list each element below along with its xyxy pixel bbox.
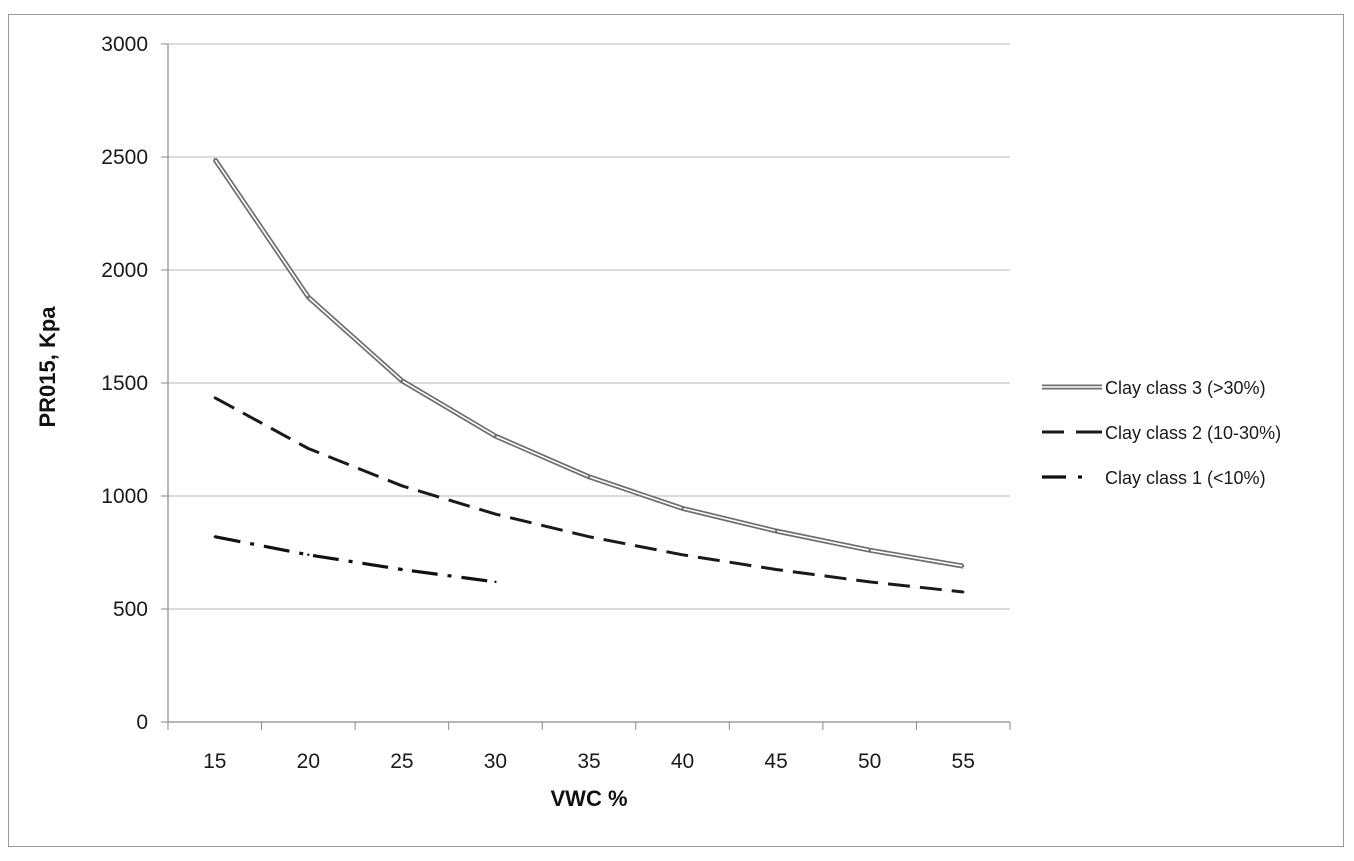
- data-point: [587, 475, 591, 478]
- data-point: [587, 535, 591, 538]
- x-tick-label: 25: [390, 750, 413, 773]
- series-line-clay-class-1: [214, 535, 496, 584]
- series-line-clay-class-3: [212, 157, 964, 569]
- x-axis-title: VWC %: [551, 786, 628, 811]
- data-point: [400, 568, 404, 571]
- data-point: [868, 549, 871, 552]
- series-line-clay-class-3-inner: [214, 158, 964, 567]
- y-tick-label: 2000: [101, 259, 148, 282]
- series-line-clay-class-2: [214, 396, 964, 594]
- data-point: [681, 553, 684, 556]
- legend-label: Clay class 1 (<10%): [1105, 468, 1266, 488]
- data-point: [774, 529, 778, 533]
- gridlines: [168, 43, 1010, 610]
- data-point: [213, 396, 216, 399]
- data-point: [400, 379, 404, 382]
- x-tick-label: 45: [764, 750, 787, 773]
- data-point: [494, 580, 497, 584]
- y-tick-label: 1000: [101, 485, 148, 508]
- x-tick-label: 35: [577, 750, 600, 773]
- y-tick-label: 0: [136, 711, 148, 734]
- data-point: [494, 512, 497, 516]
- data-point: [307, 447, 310, 450]
- data-point: [774, 568, 778, 571]
- data-point: [307, 553, 310, 556]
- data-point: [494, 434, 497, 438]
- data-point: [213, 158, 216, 161]
- series-lines: [212, 157, 965, 594]
- y-axis-title: PR015, Kpa: [35, 306, 60, 428]
- x-tick-label: 40: [671, 750, 694, 773]
- y-tick-label: 1500: [101, 372, 148, 395]
- y-tick-label: 2500: [101, 146, 148, 169]
- x-tick-label: 20: [297, 750, 320, 773]
- chart-frame: 0 500 1000 1500 2000 2500 3000 15 20 25 30 35 40 45 50…: [8, 14, 1344, 847]
- x-tick-label: 30: [484, 750, 507, 773]
- data-point: [213, 535, 216, 538]
- data-point: [962, 590, 965, 594]
- legend-label: Clay class 3 (>30%): [1105, 378, 1266, 398]
- legend-label: Clay class 2 (10-30%): [1105, 423, 1281, 443]
- x-tick-label: 55: [952, 750, 975, 773]
- line-chart: 0 500 1000 1500 2000 2500 3000 15 20 25 30 35 40 45 50…: [35, 33, 1281, 811]
- data-point: [681, 507, 684, 510]
- legend: Clay class 3 (>30%) Clay class 2 (10-30%)…: [1042, 378, 1281, 488]
- axes: 0 500 1000 1500 2000 2500 3000 15 20 25 30 35 40 45 50…: [101, 33, 1011, 773]
- data-point: [307, 295, 310, 299]
- x-tick-label: 15: [203, 750, 226, 773]
- data-point: [868, 580, 871, 584]
- y-tick-label: 3000: [101, 33, 148, 56]
- x-tick-label: 50: [858, 750, 881, 773]
- data-point: [962, 564, 965, 568]
- data-point: [400, 484, 404, 488]
- y-tick-label: 500: [113, 598, 148, 621]
